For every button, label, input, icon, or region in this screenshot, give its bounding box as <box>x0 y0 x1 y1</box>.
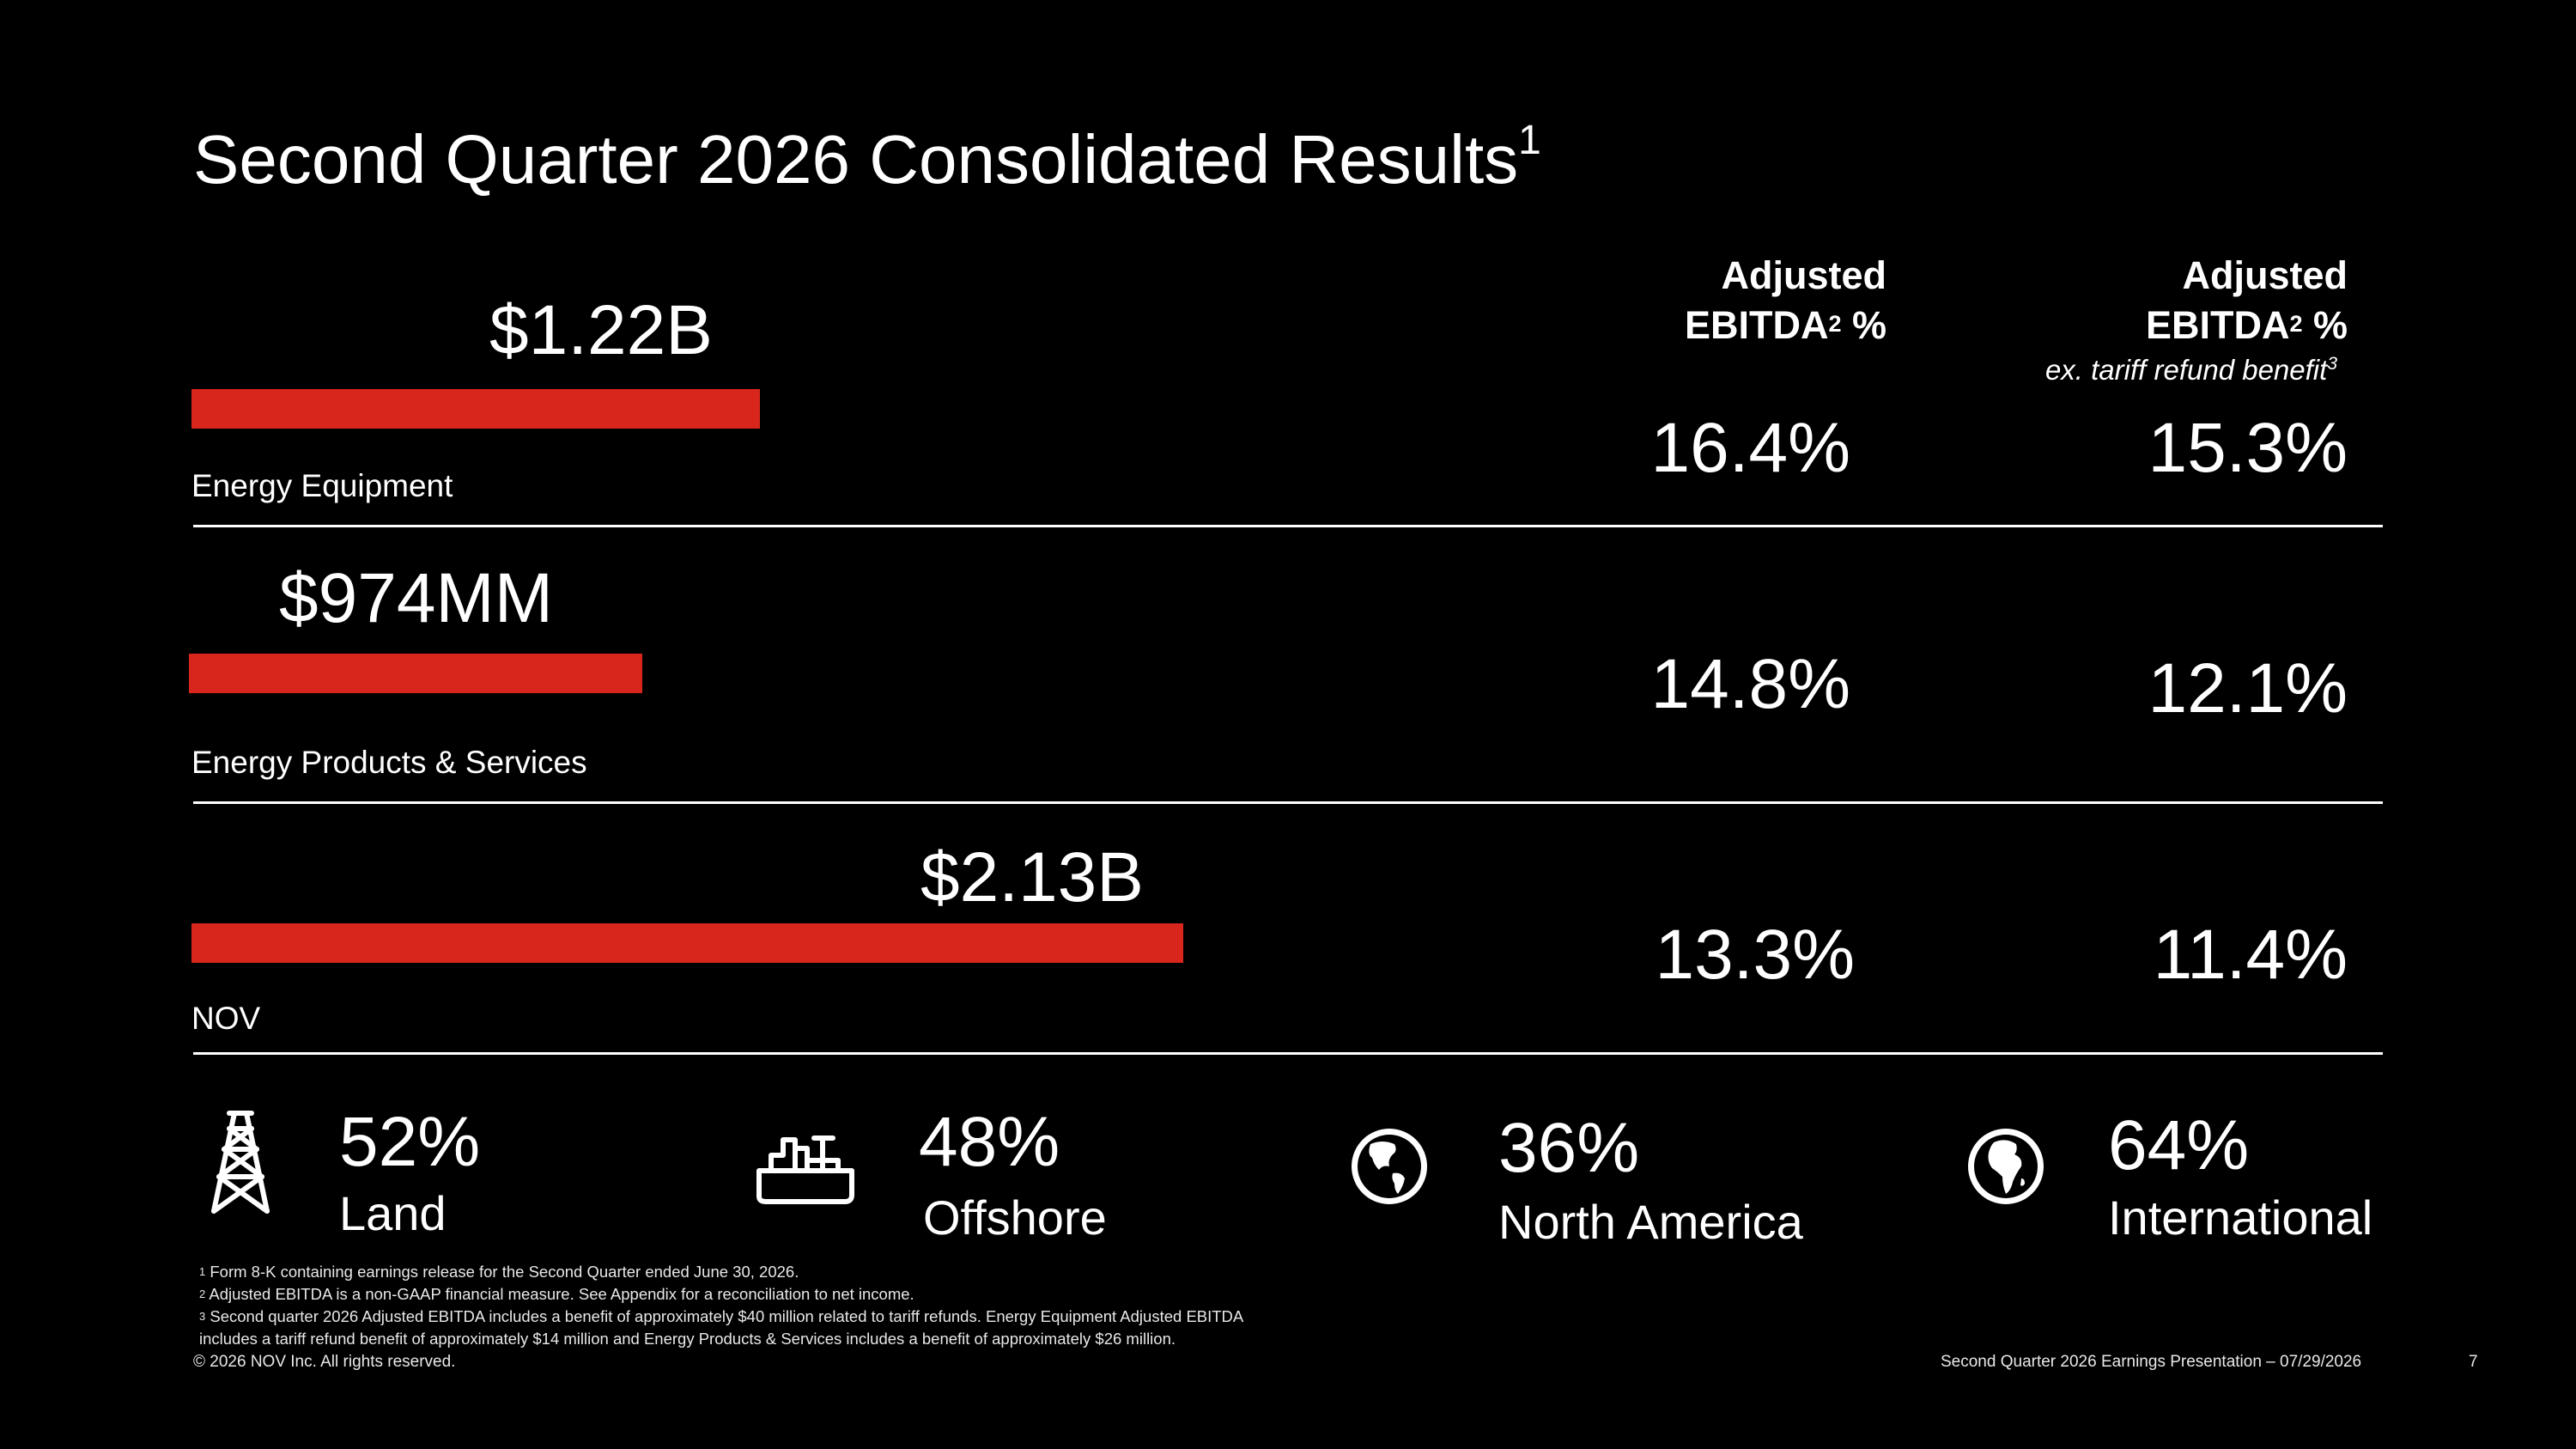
stat-value-international: 64% <box>2108 1106 2250 1184</box>
row-divider <box>193 801 2383 804</box>
adj-ebitda-energy-equipment: 16.4% <box>1650 409 1850 487</box>
column-note-ex-tariff: ex. tariff refund benefit3 <box>2044 354 2337 386</box>
segment-amount-nov: $2.13B <box>920 838 1144 916</box>
stat-label-international: International <box>2108 1190 2373 1245</box>
revenue-bar-energy-equipment <box>191 389 760 429</box>
adj-ebitda-ex-tariff-energy-equipment: 15.3% <box>2148 409 2348 487</box>
footnote: 3 Second quarter 2026 Adjusted EBITDA in… <box>199 1307 1244 1325</box>
adj-ebitda-ex-tariff-nov: 11.4% <box>2153 916 2348 994</box>
stat-value-land: 52% <box>339 1103 481 1181</box>
copyright: © 2026 NOV Inc. All rights reserved. <box>193 1353 456 1371</box>
adj-ebitda-nov: 13.3% <box>1655 916 1855 994</box>
footnotes: 1 Form 8-K containing earnings release f… <box>199 1261 1243 1350</box>
segment-label-nov: NOV <box>191 1001 261 1036</box>
adj-ebitda-energy-products-services: 14.8% <box>1650 645 1850 723</box>
footnote: includes a tariff refund benefit of appr… <box>199 1330 1176 1348</box>
segment-amount-energy-equipment: $1.22B <box>489 291 713 369</box>
segment-label-energy-equipment: Energy Equipment <box>191 468 453 503</box>
presentation-footer: Second Quarter 2026 Earnings Presentatio… <box>1941 1353 2362 1371</box>
stat-value-north-america: 36% <box>1498 1109 1640 1187</box>
page-number: 7 <box>2469 1353 2478 1371</box>
stat-label-offshore: Offshore <box>923 1190 1107 1245</box>
revenue-bar-energy-products-services <box>189 654 642 693</box>
revenue-bar-nov <box>191 923 1183 963</box>
oil-rig-icon <box>211 1111 270 1214</box>
row-divider <box>193 1052 2383 1055</box>
segment-amount-energy-products-services: $974MM <box>279 559 554 637</box>
page-title: Second Quarter 2026 Consolidated Results… <box>193 118 1541 198</box>
offshore-vessel-icon <box>756 1135 854 1204</box>
stat-label-land: Land <box>339 1186 447 1240</box>
footnote: 2 Adjusted EBITDA is a non-GAAP financia… <box>199 1285 914 1303</box>
row-divider <box>193 525 2383 527</box>
segment-label-energy-products-services: Energy Products & Services <box>191 745 587 780</box>
globe-africa-icon <box>1968 1129 2044 1204</box>
column-header-adjusted-ebitda: Adjusted EBITDA2 % <box>1684 253 1886 347</box>
footnote: 1 Form 8-K containing earnings release f… <box>199 1263 799 1281</box>
stat-value-offshore: 48% <box>919 1103 1060 1181</box>
adj-ebitda-ex-tariff-energy-products-services: 12.1% <box>2148 649 2348 728</box>
column-header-adjusted-ebitda-ex-tariff: Adjusted EBITDA2 % <box>2145 253 2348 347</box>
globe-americas-icon <box>1352 1129 1427 1204</box>
title-footnote-ref: 1 <box>1518 118 1541 163</box>
stat-label-north-america: North America <box>1498 1195 1803 1249</box>
